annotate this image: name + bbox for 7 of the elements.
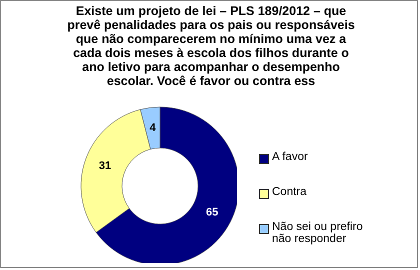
data-label: 65 [206,206,218,219]
legend-label: A favor [272,151,308,163]
legend-label: Não sei ou prefiro não responder [272,221,364,245]
data-label: 31 [98,160,112,172]
legend-label: Contra [272,186,307,198]
chart-title: Existe um projeto de lei – PLS 189/2012 – que prevê penalidades para os pais ou responsáveis que não comparecerem no mínimo uma vez a cada dois meses à escola dos filhos durante o ano letivo para acompanhar o desempenho escolar. Você é favor ou contra ess [66,4,356,88]
data-label: 4 [150,122,157,134]
